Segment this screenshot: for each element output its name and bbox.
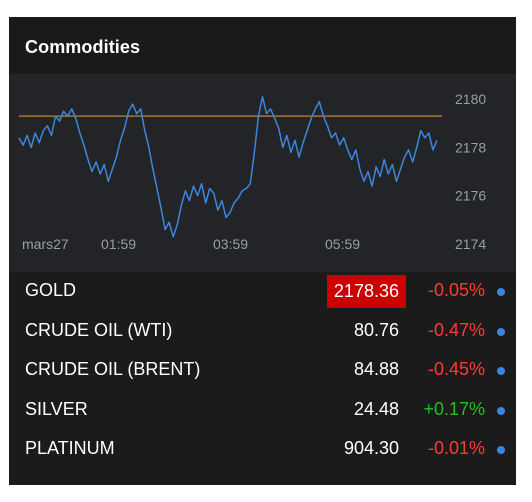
- chart-svg: 2180 2178 2176 2174 mars27 01:59 03:59 05:59: [18, 91, 486, 252]
- y-tick-label: 2178: [455, 139, 486, 155]
- commodity-name: PLATINUM: [25, 438, 115, 458]
- commodity-name: SILVER: [25, 398, 88, 419]
- status-dot-icon: [497, 288, 505, 296]
- status-dot-icon: [497, 406, 505, 415]
- price-chart[interactable]: 2180 2178 2176 2174 mars27 01:59 03:59 05:59: [9, 74, 516, 272]
- commodity-price: 2178.36: [326, 275, 406, 308]
- commodity-price: 84.88: [353, 359, 399, 379]
- commodity-row-platinum[interactable]: PLATINUM 904.30 -0.01%: [9, 430, 516, 470]
- commodities-widget: Commodities 2180 2178 2176 2174 mars27 01:59 0…: [9, 17, 516, 485]
- commodity-row-crude-oil-brent[interactable]: CRUDE OIL (BRENT) 84.88 -0.45%: [9, 351, 516, 391]
- status-dot-icon: [497, 327, 505, 336]
- status-dot-icon: [497, 367, 505, 375]
- commodity-name: CRUDE OIL (BRENT): [25, 359, 201, 379]
- x-tick-label: 01:59: [101, 236, 136, 252]
- y-tick-label: 2174: [455, 236, 486, 252]
- x-tick-label: 03:59: [213, 236, 248, 252]
- commodity-change: -0.47%: [427, 319, 485, 340]
- price-series-line: [18, 96, 438, 238]
- commodity-change: +0.17%: [423, 398, 485, 419]
- status-dot-icon: [497, 446, 505, 454]
- x-tick-label: 05:59: [325, 236, 360, 252]
- x-tick-label: mars27: [22, 236, 69, 252]
- commodity-row-gold[interactable]: GOLD 2178.36 -0.05%: [9, 272, 516, 312]
- widget-header: Commodities: [9, 17, 516, 74]
- commodity-row-silver[interactable]: SILVER 24.48 +0.17%: [9, 391, 516, 431]
- commodity-change: -0.45%: [427, 359, 485, 379]
- y-tick-label: 2176: [455, 188, 486, 204]
- commodity-change: -0.05%: [427, 280, 485, 300]
- commodity-list: GOLD 2178.36 -0.05% CRUDE OIL (WTI) 80.7…: [9, 272, 516, 470]
- commodity-price: 24.48: [353, 398, 399, 419]
- commodity-change: -0.01%: [427, 438, 485, 458]
- commodity-price: 904.30: [343, 438, 399, 458]
- y-tick-label: 2180: [455, 91, 486, 107]
- commodity-price: 80.76: [353, 319, 399, 340]
- widget-title: Commodities: [25, 37, 141, 57]
- commodity-name: GOLD: [25, 280, 77, 300]
- commodity-row-crude-oil-wti[interactable]: CRUDE OIL (WTI) 80.76 -0.47%: [9, 312, 516, 352]
- commodity-name: CRUDE OIL (WTI): [25, 319, 173, 340]
